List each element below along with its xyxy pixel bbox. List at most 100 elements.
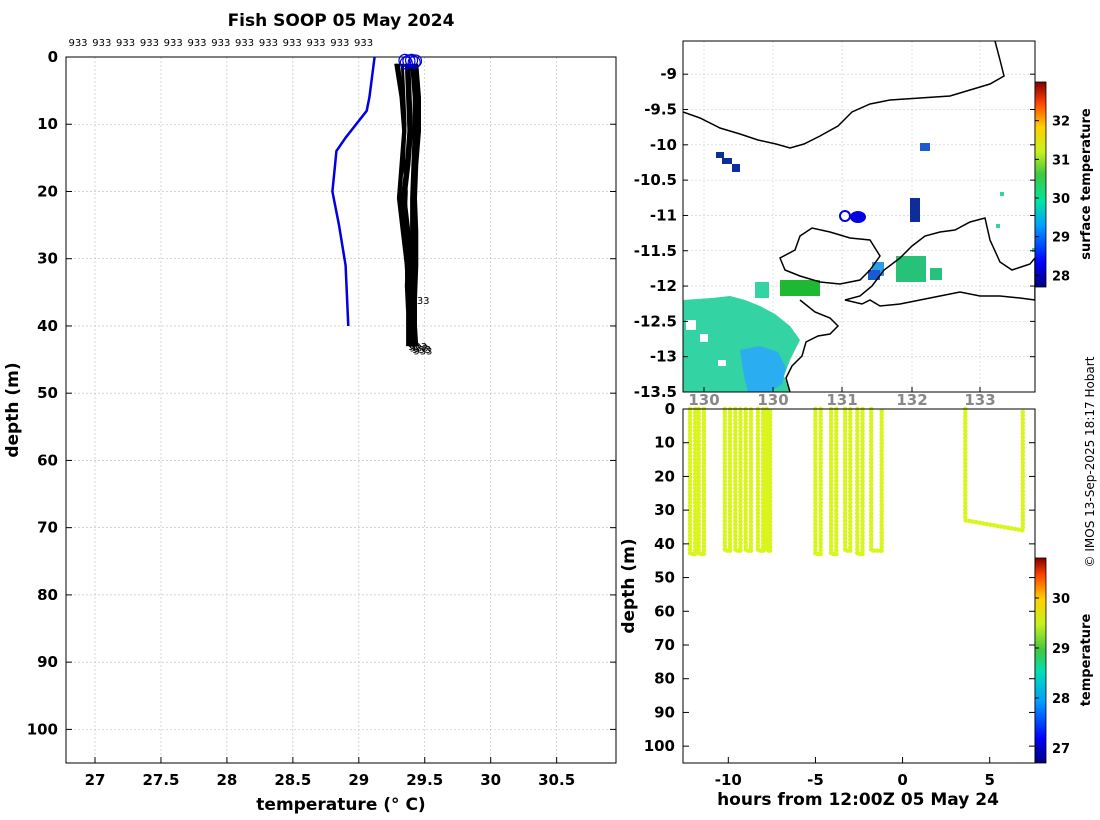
depth-time-cast xyxy=(842,406,853,553)
profile-top-label: 933 xyxy=(283,38,302,49)
depth-time-y-tick-label: 70 xyxy=(654,636,675,654)
sst-patch-gap xyxy=(718,360,726,366)
profile-y-tick-label: 60 xyxy=(37,451,58,469)
profile-x-tick-label: 28 xyxy=(216,771,237,789)
depth-time-y-tick-label: 100 xyxy=(644,737,675,755)
profile-axes-box xyxy=(65,56,617,764)
profile-top-label: 933 xyxy=(306,38,325,49)
profile-end-label: 933 xyxy=(409,344,428,355)
map-y-tick-label: -13 xyxy=(650,348,677,366)
map-y-tick-label: -10 xyxy=(650,136,677,154)
sst-colorbar-tick-label: 28 xyxy=(1052,269,1070,284)
profile-start-marker xyxy=(399,56,413,70)
depth-time-cast xyxy=(743,406,754,553)
profile-top-label: 933 xyxy=(187,38,206,49)
sst-colorbar-tick-label: 30 xyxy=(1052,192,1070,207)
depth-time-y-tick-label: 20 xyxy=(654,467,675,485)
profile-y-tick-label: 40 xyxy=(37,317,58,335)
sst-patch-islands xyxy=(896,256,926,282)
depth-time-y-tick-label: 60 xyxy=(654,602,675,620)
sst-patch-cold xyxy=(732,164,740,172)
profile-x-tick-label: 29 xyxy=(348,771,369,789)
depth-time-cast xyxy=(696,406,707,557)
profile-x-tick-label: 30 xyxy=(480,771,501,789)
depth-time-x-label: hours from 12:00Z 05 May 24 xyxy=(717,790,999,810)
profile-top-label: 933 xyxy=(330,38,349,49)
depth-time-y-tick-label: 90 xyxy=(654,703,675,721)
depth-time-cast xyxy=(813,406,823,557)
ship-marker xyxy=(839,210,851,222)
depth-time-cast xyxy=(687,406,698,557)
profile-y-tick-label: 50 xyxy=(37,384,58,402)
profile-y-tick-label: 10 xyxy=(37,115,58,133)
depth-time-cast xyxy=(755,406,766,553)
profile-grid xyxy=(66,56,616,763)
sst-patch-coast xyxy=(755,282,769,298)
profile-y-label: depth (m) xyxy=(3,362,23,457)
profile-top-label: 933 xyxy=(235,38,254,49)
profile-start-marker xyxy=(407,55,421,69)
ship-track xyxy=(839,210,866,223)
profile-end-label: 933 xyxy=(413,347,432,358)
depth-time-x-tick-label: -10 xyxy=(715,771,742,789)
ship-marker xyxy=(850,211,866,223)
profile-ticks: 27 27.5 28 28.5 29 29.5 30 30.5 0 10 20 30 40 50 60 70 8… xyxy=(27,48,616,789)
profile-top-label: 933 xyxy=(164,38,183,49)
profile-y-tick-label: 70 xyxy=(37,519,58,537)
sst-patch-gap xyxy=(700,334,708,342)
sst-patch-cold xyxy=(868,270,880,280)
map-y-tick-label: -12.5 xyxy=(634,312,677,330)
profile-y-tick-label: 20 xyxy=(37,182,58,200)
coastlines xyxy=(683,41,1035,392)
depth-time-x-tick-label: 0 xyxy=(897,771,907,789)
temperature-colorbar-tick-label: 29 xyxy=(1052,642,1070,657)
depth-time-cast xyxy=(963,406,1026,534)
profile-line-cast xyxy=(410,63,416,347)
depth-time-cast xyxy=(733,406,743,553)
profile-y-tick-label: 100 xyxy=(27,720,58,738)
sst-patch-dot xyxy=(996,224,1000,228)
profile-top-label: 933 xyxy=(211,38,230,49)
sst-patch-gap xyxy=(686,320,696,330)
coastline-tiwi xyxy=(779,227,881,285)
profile-y-tick-label: 80 xyxy=(37,586,58,604)
sst-patch-islands xyxy=(930,268,942,280)
depth-time-y-tick-label: 0 xyxy=(665,400,675,418)
sst-patch-dot xyxy=(1000,192,1004,196)
profile-top-label: 933 xyxy=(68,38,87,49)
credit-text: © IMOS 13-Sep-2025 18:17 Hobart xyxy=(1083,356,1097,567)
coastline-arnhem xyxy=(844,217,1035,307)
sst-colorbar-label: surface temperature xyxy=(1079,108,1094,260)
profile-line-cast xyxy=(394,63,415,347)
sst-patch-cold xyxy=(722,158,732,164)
profile-y-tick-label: 0 xyxy=(48,48,58,66)
profile-line-cast xyxy=(414,63,421,347)
depth-time-points xyxy=(687,406,1026,557)
sst-patch-dot xyxy=(1032,248,1035,252)
depth-time-y-tick-label: 30 xyxy=(654,501,675,519)
profile-start-marker xyxy=(398,53,412,67)
profile-y-tick-label: 30 xyxy=(37,250,58,268)
map-grid xyxy=(683,41,1035,392)
profile-top-label: 933 xyxy=(92,38,111,49)
temperature-colorbar-ticks: 27 28 29 30 xyxy=(1035,592,1070,757)
map-ticks: -9 -9.5 -10 -10.5 -11 -11.5 -12 -12.5 -13 -13.5 13… xyxy=(634,65,1035,409)
sst-colorbar-ticks: 28 29 30 31 32 xyxy=(1035,115,1070,284)
sst-colorbar-tick-label: 32 xyxy=(1052,115,1070,130)
profile-top-label: 933 xyxy=(354,38,373,49)
profile-top-label: 933 xyxy=(116,38,135,49)
depth-time-x-tick-label: -5 xyxy=(807,771,824,789)
sst-colorbar-tick-label: 31 xyxy=(1052,153,1070,168)
sst-patch-cold xyxy=(910,198,920,222)
map-y-tick-label: -9.5 xyxy=(644,101,677,119)
sst-patch-cold xyxy=(716,152,724,158)
map-x-tick-label: 130 xyxy=(757,391,788,409)
profile-x-tick-label: 29.5 xyxy=(406,771,443,789)
map-x-tick-label: 131 xyxy=(826,391,857,409)
map-y-tick-label: -10.5 xyxy=(634,171,677,189)
temperature-colorbar-tick-label: 28 xyxy=(1052,692,1070,707)
